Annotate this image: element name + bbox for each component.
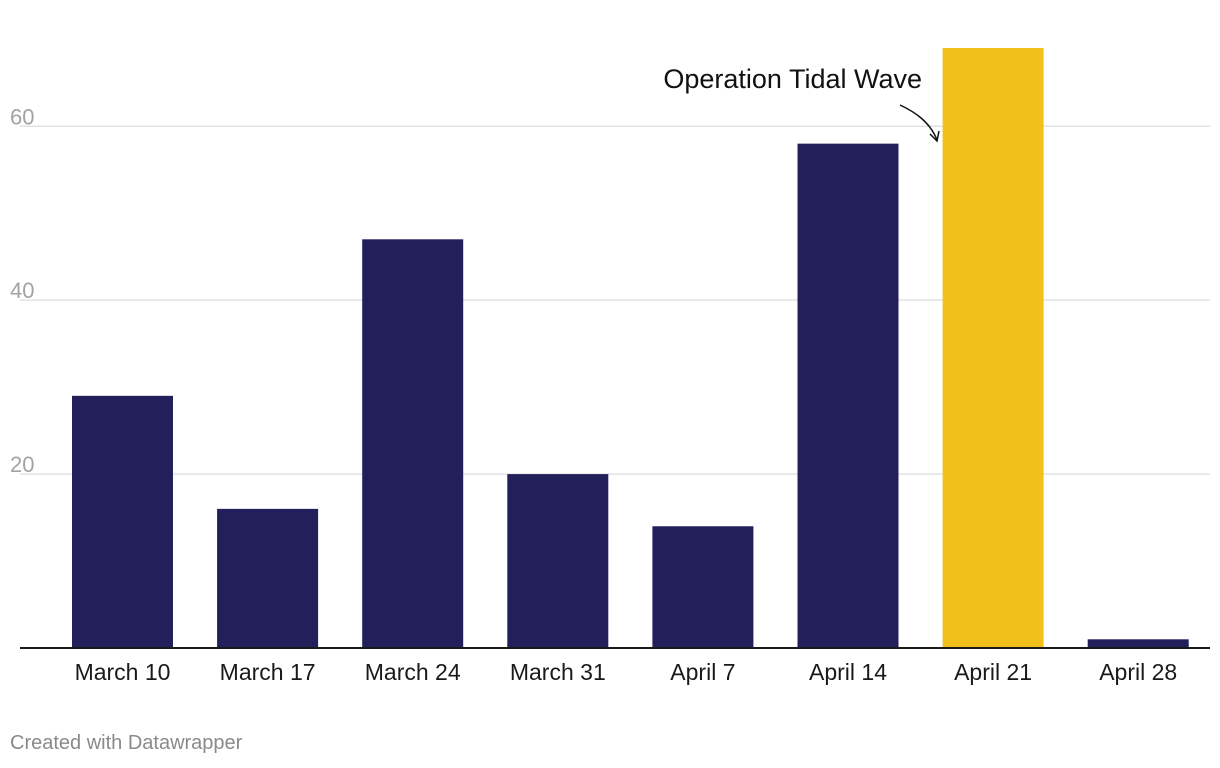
x-tick-label: April 21 xyxy=(954,659,1032,685)
x-tick-label: April 7 xyxy=(670,659,735,685)
bar-march-31 xyxy=(507,474,609,648)
bar-chart: 20 40 60 March 10 March 17 March 24 March 31 A… xyxy=(10,48,1210,685)
annotation-arrowhead xyxy=(929,130,940,143)
annotation-label: Operation Tidal Wave xyxy=(663,64,922,94)
bar-april-14 xyxy=(797,143,899,649)
bar-march-17 xyxy=(217,508,319,648)
bar-april-7 xyxy=(652,526,754,648)
x-tick-label: March 24 xyxy=(365,659,461,685)
x-tick-label: April 14 xyxy=(809,659,887,685)
x-tick-label: March 31 xyxy=(510,659,606,685)
bar-march-24 xyxy=(362,239,464,648)
chart-credit: Created with Datawrapper xyxy=(10,732,243,754)
bar-march-10 xyxy=(72,395,173,648)
bar-april-28 xyxy=(1087,639,1189,648)
x-axis-labels: March 10 March 17 March 24 March 31 April 7 A… xyxy=(75,659,1178,685)
bar-april-21 xyxy=(942,48,1044,648)
y-tick-label: 40 xyxy=(10,278,34,303)
x-tick-label: April 28 xyxy=(1099,659,1177,685)
x-tick-label: March 17 xyxy=(220,659,316,685)
annotation: Operation Tidal Wave xyxy=(663,64,940,143)
y-tick-label: 60 xyxy=(10,104,34,129)
annotation-arrow xyxy=(899,104,938,141)
y-tick-label: 20 xyxy=(10,452,34,477)
x-tick-label: March 10 xyxy=(75,659,171,685)
bars xyxy=(72,48,1189,649)
